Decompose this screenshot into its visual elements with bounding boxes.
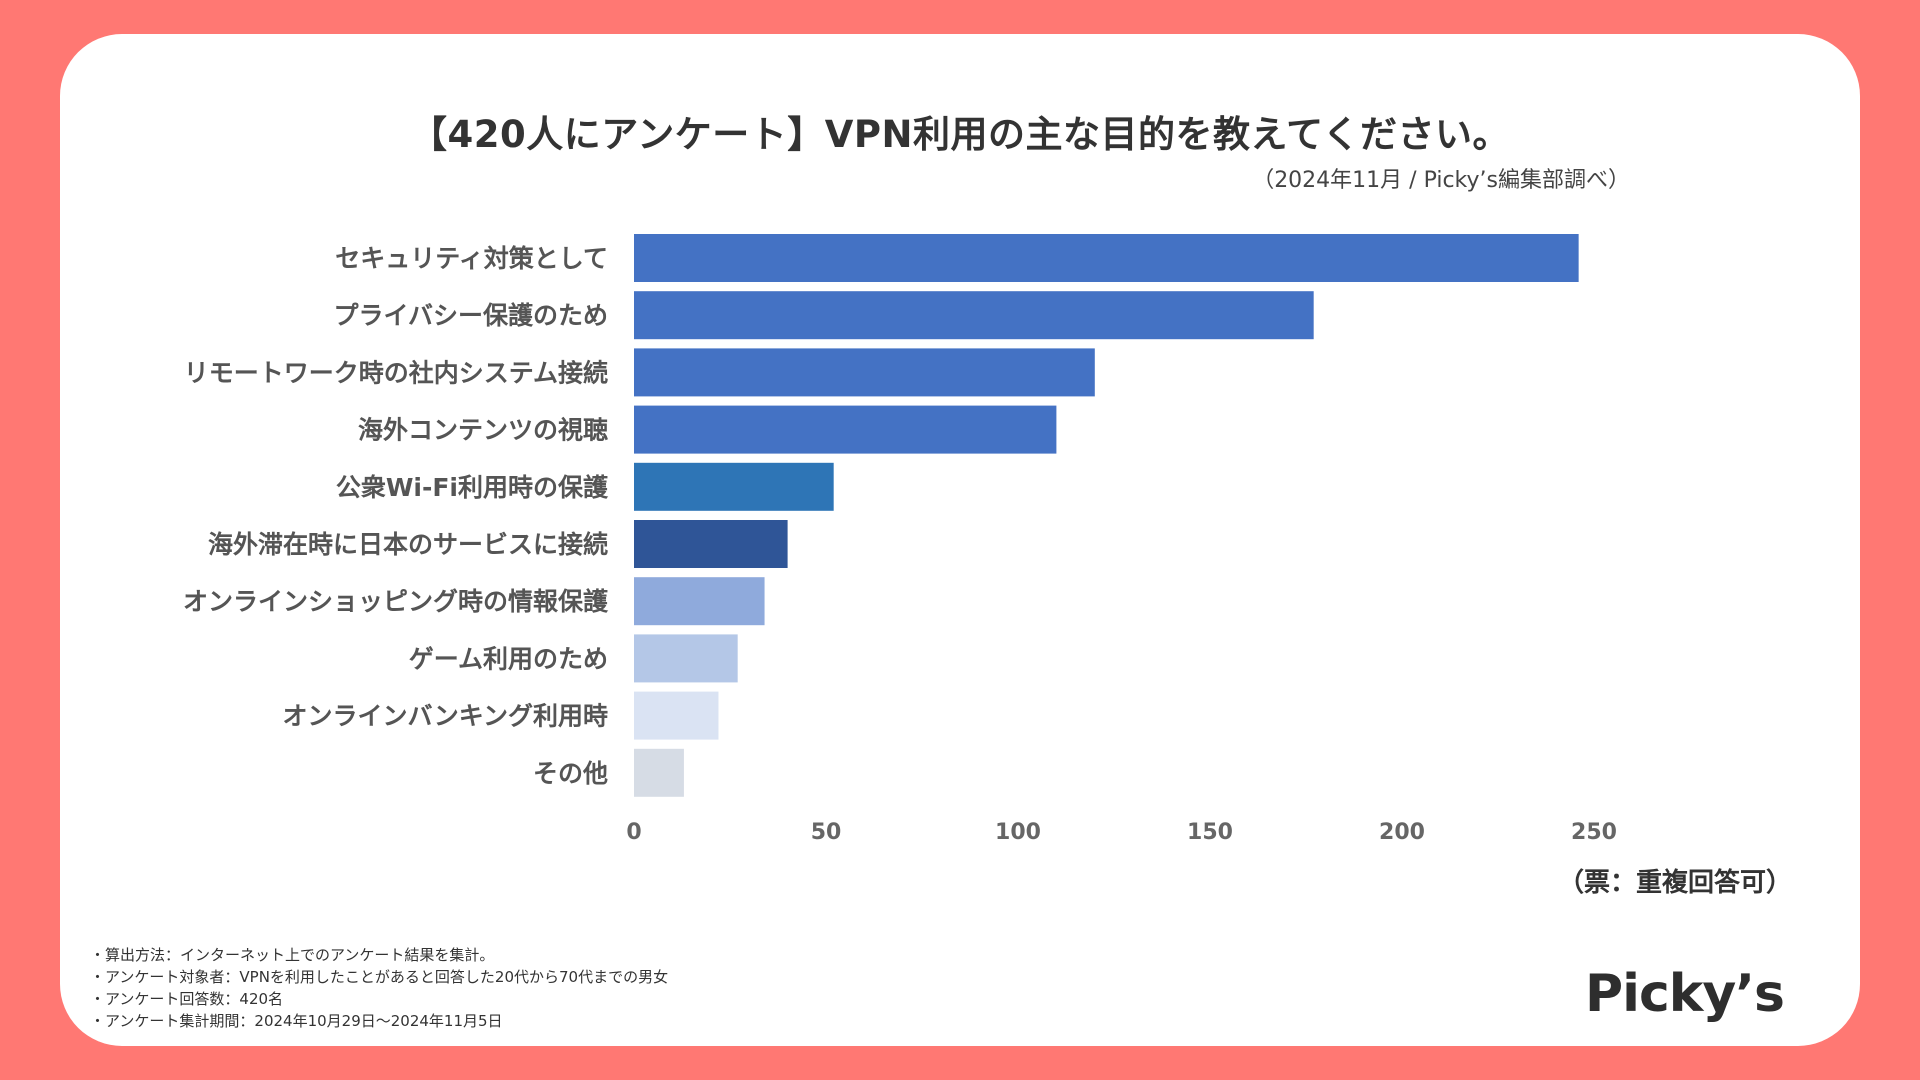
category-label: 海外コンテンツの視聴 xyxy=(358,416,608,445)
bar xyxy=(634,691,719,740)
bar xyxy=(634,291,1314,340)
x-tick-label: 100 xyxy=(995,820,1041,845)
picky-s-logo: Picky’s xyxy=(1585,964,1785,1024)
survey-notes: ・算出方法：インターネット上でのアンケート結果を集計。 ・アンケート対象者：VP… xyxy=(90,944,668,1032)
category-label: オンラインショッピング時の情報保護 xyxy=(183,587,609,616)
x-tick-label: 200 xyxy=(1379,820,1425,845)
x-tick-label: 0 xyxy=(626,820,641,845)
x-tick-label: 150 xyxy=(1187,820,1233,845)
bar-chart: セキュリティ対策としてプライバシー保護のためリモートワーク時の社内システム接続海… xyxy=(183,234,1617,845)
category-label: その他 xyxy=(533,759,608,788)
bar xyxy=(634,405,1057,454)
category-label: 海外滞在時に日本のサービスに接続 xyxy=(208,530,608,559)
category-label: プライバシー保護のため xyxy=(333,301,608,330)
category-label: セキュリティ対策として xyxy=(335,244,608,273)
x-tick-label: 250 xyxy=(1571,820,1617,845)
note-period: ・アンケート集計期間：2024年10月29日〜2024年11月5日 xyxy=(90,1012,503,1030)
bar xyxy=(634,462,834,511)
chart-card: 【420人にアンケート】VPN利用の主な目的を教えてください。 （2024年11… xyxy=(60,34,1860,1046)
category-label: オンラインバンキング利用時 xyxy=(282,702,608,731)
bar xyxy=(634,634,738,683)
note-count: ・アンケート回答数：420名 xyxy=(90,990,284,1008)
note-method: ・算出方法：インターネット上でのアンケート結果を集計。 xyxy=(90,946,495,964)
category-label: リモートワーク時の社内システム接続 xyxy=(184,358,608,387)
unit-note: （票：重複回答可） xyxy=(1557,868,1792,898)
bar xyxy=(634,520,788,568)
category-label: ゲーム利用のため xyxy=(409,644,608,673)
bar xyxy=(634,234,1579,282)
chart-title: 【420人にアンケート】VPN利用の主な目的を教えてください。 xyxy=(409,113,1510,156)
bar xyxy=(634,748,684,797)
bar xyxy=(634,348,1095,397)
category-label: 公衆Wi-Fi利用時の保護 xyxy=(336,473,609,502)
note-target: ・アンケート対象者：VPNを利用したことがあると回答した20代から70代までの男… xyxy=(90,968,669,986)
bar xyxy=(634,577,765,626)
x-tick-label: 50 xyxy=(811,820,842,845)
chart-subtitle: （2024年11月 / Picky’s編集部調べ） xyxy=(1252,168,1630,193)
